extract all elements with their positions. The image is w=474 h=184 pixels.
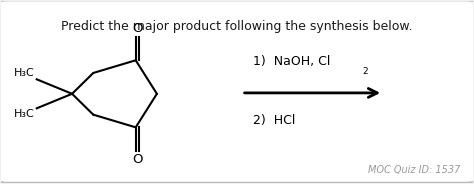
Text: 2: 2 — [363, 67, 368, 76]
Text: 2)  HCl: 2) HCl — [254, 114, 296, 128]
Text: Predict the major product following the synthesis below.: Predict the major product following the … — [61, 20, 413, 33]
Text: O: O — [132, 22, 143, 35]
Text: MOC Quiz ID: 1537: MOC Quiz ID: 1537 — [368, 165, 461, 175]
Text: H₃C: H₃C — [14, 109, 35, 119]
Text: O: O — [132, 153, 143, 166]
Text: H₃C: H₃C — [14, 68, 35, 78]
Text: 1)  NaOH, Cl: 1) NaOH, Cl — [254, 55, 331, 68]
